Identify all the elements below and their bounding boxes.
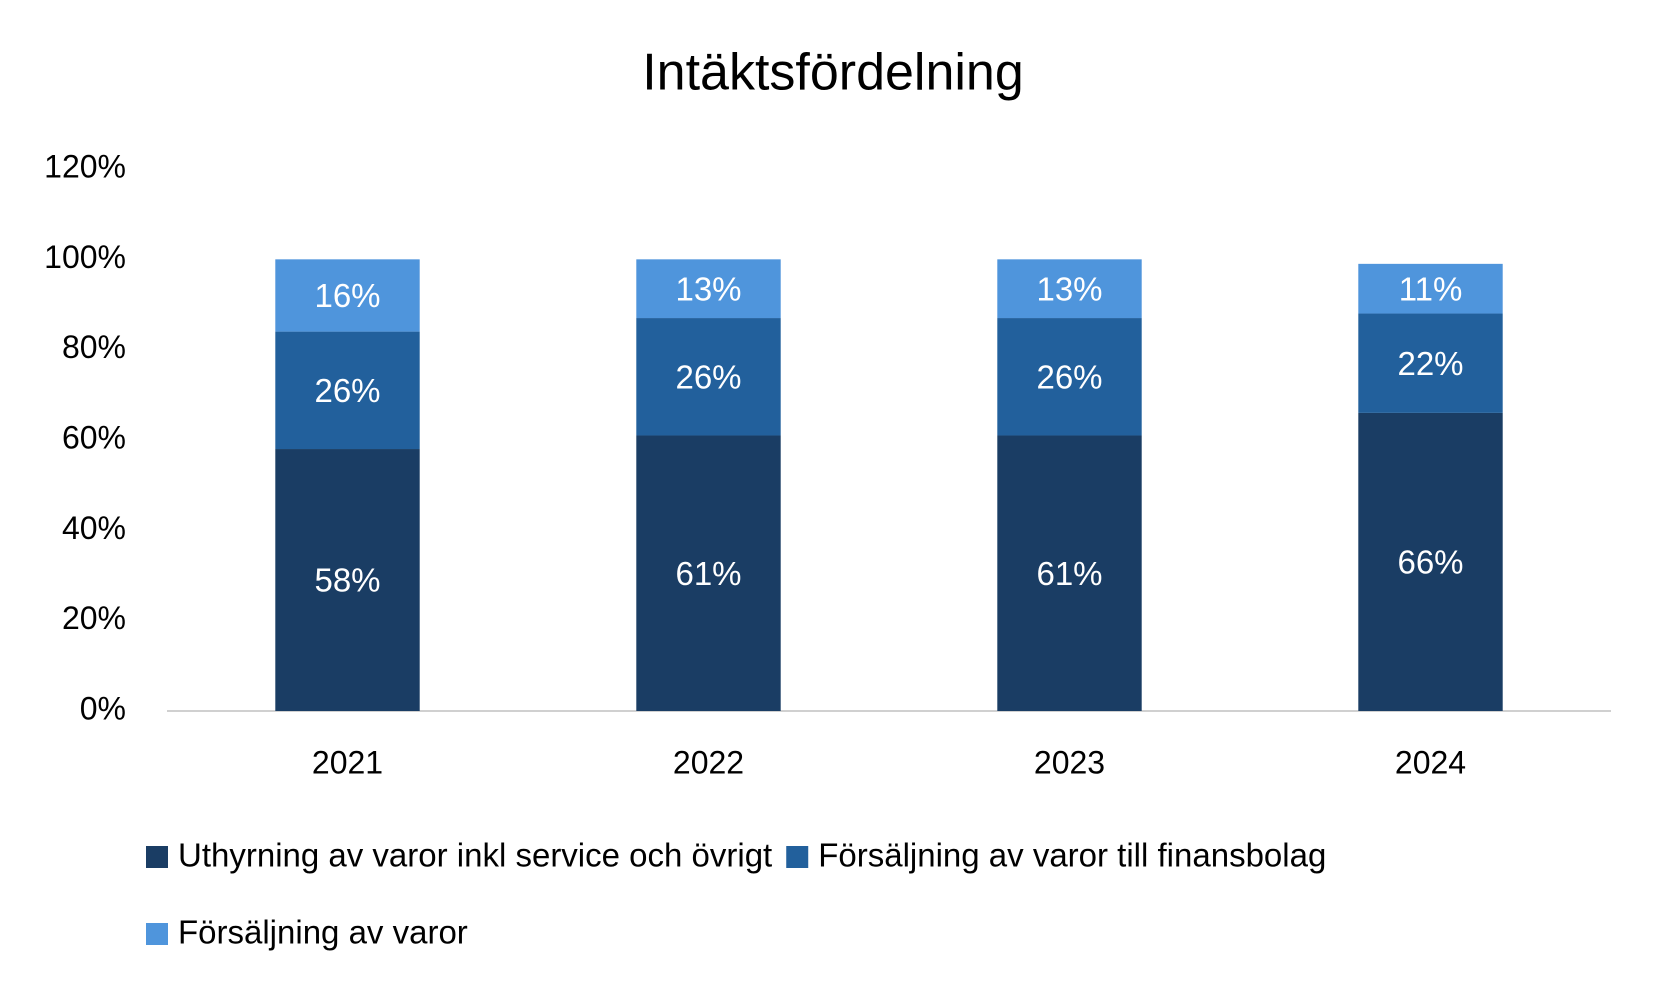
data-label: 26% <box>1036 358 1102 395</box>
chart-title: Intäktsfördelning <box>642 44 1024 102</box>
bar-segment <box>275 449 420 711</box>
bar-segment <box>636 318 781 436</box>
legend-label: Försäljning av varor <box>178 914 468 951</box>
y-tick-label: 120% <box>44 148 126 184</box>
legend-label: Uthyrning av varor inkl service och övri… <box>178 837 772 874</box>
x-tick-label: 2023 <box>1034 744 1105 780</box>
bar-segment <box>275 331 420 450</box>
data-label: 26% <box>314 372 380 409</box>
bar-segment <box>1358 313 1503 413</box>
legend-swatch <box>146 923 168 945</box>
legend-swatch <box>786 846 809 868</box>
legend-label: Försäljning av varor till finansbolag <box>818 837 1326 874</box>
bar-segment <box>275 259 420 332</box>
data-label: 11% <box>1399 270 1463 307</box>
y-tick-label: 20% <box>62 600 126 636</box>
legend-swatch <box>146 846 168 868</box>
data-label: 13% <box>675 270 741 307</box>
data-label: 61% <box>1036 555 1102 592</box>
data-label: 22% <box>1397 345 1463 382</box>
bar-segment <box>636 259 781 319</box>
data-label: 58% <box>314 562 380 599</box>
y-tick-label: 100% <box>44 239 126 275</box>
bar-segment <box>997 259 1142 319</box>
y-tick-label: 80% <box>62 329 126 365</box>
bar-segment <box>1358 263 1503 314</box>
bar-segment <box>1358 412 1503 711</box>
y-tick-label: 40% <box>62 510 126 546</box>
x-tick-label: 2024 <box>1395 744 1466 780</box>
bar-segment <box>636 435 781 711</box>
x-tick-label: 2021 <box>312 744 383 780</box>
data-label: 66% <box>1397 544 1463 581</box>
bar-segment <box>997 318 1142 436</box>
data-label: 61% <box>675 555 741 592</box>
data-label: 16% <box>314 277 380 314</box>
x-tick-label: 2022 <box>673 744 744 780</box>
y-tick-label: 0% <box>80 690 126 726</box>
data-label: 13% <box>1036 270 1102 307</box>
data-label: 26% <box>675 358 741 395</box>
y-tick-label: 60% <box>62 419 126 455</box>
bar-segment <box>997 435 1142 711</box>
